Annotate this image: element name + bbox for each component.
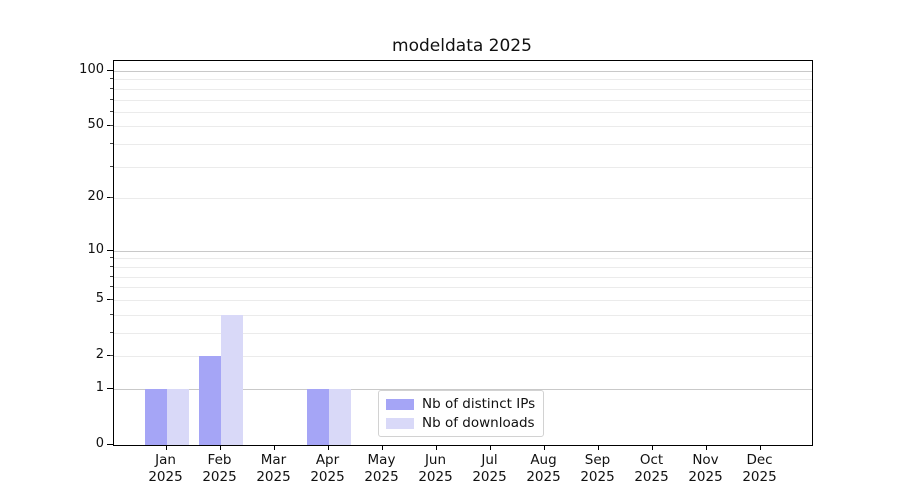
x-tick-label: Nov 2025 — [688, 452, 723, 485]
legend-swatch-distinct-ips — [386, 398, 414, 410]
x-tick-mark — [489, 445, 491, 450]
bar-nb-of-distinct-ips — [198, 356, 221, 445]
y-tick-mark — [107, 387, 113, 389]
x-tick-mark — [705, 445, 707, 450]
y-tick-mark — [107, 70, 113, 71]
y-minor-tick-mark — [110, 286, 113, 288]
x-tick-mark — [435, 445, 437, 450]
y-tick-label: 100 — [79, 62, 104, 77]
gridline — [114, 287, 812, 289]
y-tick-label: 5 — [95, 290, 104, 306]
y-tick-mark — [107, 444, 113, 445]
x-tick-label: Aug 2025 — [526, 452, 561, 485]
x-tick-label: Jul 2025 — [472, 452, 507, 485]
y-minor-tick-mark — [110, 143, 113, 145]
y-minor-tick-mark — [110, 331, 113, 333]
bar-nb-of-distinct-ips — [144, 388, 167, 445]
gridline — [114, 332, 812, 334]
gridline — [114, 258, 812, 260]
gridline — [114, 88, 812, 90]
x-tick-label: Feb 2025 — [202, 452, 237, 485]
bar-nb-of-distinct-ips — [306, 388, 329, 445]
y-minor-tick-mark — [110, 87, 113, 89]
gridline — [114, 266, 812, 268]
y-tick-label: 1 — [95, 379, 104, 395]
legend-label-downloads: Nb of downloads — [422, 415, 535, 431]
legend: Nb of distinct IPs Nb of downloads — [378, 390, 544, 437]
x-tick-mark — [381, 445, 383, 450]
y-tick-label: 20 — [87, 189, 104, 205]
x-tick-mark — [273, 445, 275, 450]
x-tick-label: Apr 2025 — [310, 452, 345, 485]
gridline — [114, 388, 812, 390]
plot-area — [113, 60, 813, 446]
y-tick-mark — [107, 249, 113, 251]
x-tick-mark — [543, 445, 545, 450]
y-tick-label: 2 — [95, 346, 104, 362]
gridline — [114, 166, 812, 168]
y-minor-tick-mark — [110, 125, 113, 127]
gridline — [114, 79, 812, 81]
y-minor-tick-mark — [110, 313, 113, 315]
gridline — [114, 198, 812, 200]
y-minor-tick-mark — [110, 275, 113, 277]
gridline — [114, 314, 812, 316]
x-tick-label: Oct 2025 — [634, 452, 669, 485]
y-minor-tick-mark — [110, 98, 113, 100]
y-tick-label: 0 — [95, 436, 104, 451]
x-tick-label: Dec 2025 — [742, 452, 777, 485]
legend-label-distinct-ips: Nb of distinct IPs — [422, 396, 536, 412]
x-tick-label: Sep 2025 — [580, 452, 615, 485]
bar-nb-of-downloads — [220, 314, 243, 445]
bar-nb-of-downloads — [166, 388, 189, 445]
y-minor-tick-mark — [110, 110, 113, 112]
gridline — [114, 126, 812, 128]
y-tick-label: 10 — [87, 241, 104, 257]
x-tick-label: Jan 2025 — [148, 452, 183, 485]
gridline — [114, 99, 812, 101]
legend-swatch-downloads — [386, 417, 414, 429]
x-tick-mark — [327, 445, 329, 450]
y-minor-tick-mark — [110, 78, 113, 80]
gridline — [114, 71, 812, 72]
y-minor-tick-mark — [110, 355, 113, 356]
bar-nb-of-downloads — [328, 388, 351, 445]
x-tick-label: Mar 2025 — [256, 452, 291, 485]
y-minor-tick-mark — [110, 265, 113, 267]
y-minor-tick-mark — [110, 165, 113, 167]
y-minor-tick-mark — [110, 298, 113, 300]
gridline — [114, 111, 812, 113]
x-tick-label: Jun 2025 — [418, 452, 453, 485]
legend-row-downloads: Nb of downloads — [379, 415, 543, 431]
chart-title: modeldata 2025 — [392, 36, 532, 56]
x-tick-mark — [219, 445, 221, 450]
x-tick-mark — [597, 445, 599, 450]
x-tick-label: May 2025 — [364, 452, 399, 485]
legend-row-distinct-ips: Nb of distinct IPs — [379, 396, 543, 412]
gridline — [114, 356, 812, 357]
x-tick-mark — [759, 445, 761, 450]
gridline — [114, 276, 812, 278]
gridline — [114, 250, 812, 252]
gridline — [114, 299, 812, 301]
x-tick-mark — [651, 445, 653, 450]
x-tick-mark — [165, 445, 167, 450]
y-minor-tick-mark — [110, 257, 113, 259]
gridline — [114, 144, 812, 146]
y-tick-label: 50 — [87, 117, 104, 133]
y-minor-tick-mark — [110, 197, 113, 199]
